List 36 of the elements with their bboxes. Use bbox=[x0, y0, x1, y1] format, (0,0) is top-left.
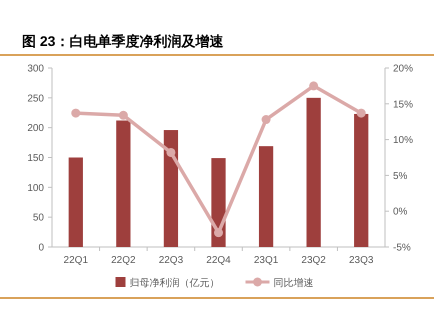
bar bbox=[68, 158, 83, 247]
x-tick-label: 22Q2 bbox=[111, 255, 136, 266]
y-tick-label: 200 bbox=[27, 123, 44, 134]
y-tick-label: 0 bbox=[38, 242, 44, 254]
legend-label: 归母净利润（亿元） bbox=[130, 277, 220, 289]
x-tick-label: 22Q4 bbox=[206, 255, 232, 266]
point bbox=[356, 108, 366, 118]
y-tick-label: 300 bbox=[27, 64, 44, 74]
x-tick-label: 23Q1 bbox=[254, 255, 279, 266]
point bbox=[214, 228, 223, 238]
y-tick-label: 150 bbox=[27, 153, 44, 164]
x-tick-label: 23Q3 bbox=[348, 255, 374, 266]
x-tick-label: 22Q3 bbox=[158, 255, 184, 266]
y-tick-label: 50 bbox=[32, 212, 44, 224]
x-tick-label: 23Q2 bbox=[301, 255, 326, 266]
point bbox=[71, 108, 80, 118]
title: 图 23：白电单季度净利润及增速 bbox=[22, 33, 224, 49]
point bbox=[262, 115, 271, 124]
point bbox=[309, 81, 318, 90]
bar bbox=[354, 114, 368, 247]
y2-tick-label: 15% bbox=[393, 99, 414, 110]
y2-tick-label: 10% bbox=[393, 135, 414, 146]
bar bbox=[258, 146, 274, 247]
y2-tick-label: 20% bbox=[393, 64, 414, 74]
x-tick-label: 22Q1 bbox=[64, 255, 88, 266]
point bbox=[166, 148, 176, 157]
y2-tick-label: 5% bbox=[393, 170, 408, 182]
point bbox=[118, 110, 128, 120]
y2-tick-label: -5% bbox=[393, 242, 411, 254]
bar bbox=[306, 98, 321, 247]
legend-label: 同比增速 bbox=[274, 277, 314, 289]
bar bbox=[116, 120, 130, 247]
y-tick-label: 250 bbox=[27, 93, 44, 104]
y-tick-label: 100 bbox=[27, 182, 44, 194]
y2-tick-label: 0% bbox=[393, 206, 408, 218]
bar bbox=[164, 130, 178, 247]
